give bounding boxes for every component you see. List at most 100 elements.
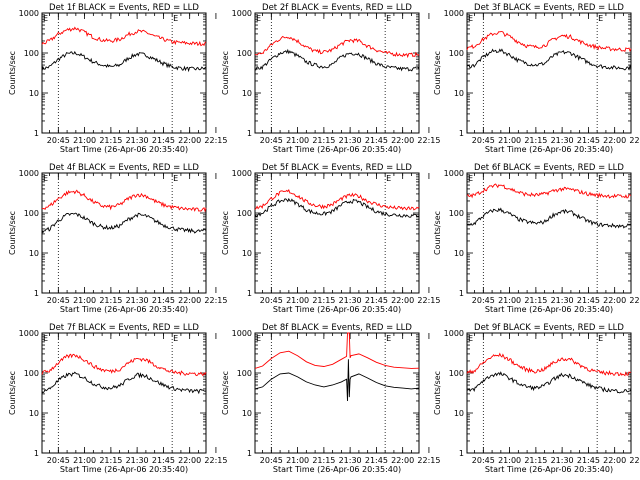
x-tick-label: 21:45 xyxy=(365,136,388,145)
plot-frame xyxy=(254,332,420,454)
y-tick-label: 1000 xyxy=(19,169,39,178)
panel-det-5: Det 5f BLACK = Events, RED = LLD 1 10 100 10… xyxy=(221,163,440,314)
panel-det-2: Det 2f BLACK = Events, RED = LLD 1 10 100 10… xyxy=(221,3,440,154)
x-tick-label: 20:45 xyxy=(47,136,70,145)
lld-series-line xyxy=(466,183,632,199)
y-tick-label: 1000 xyxy=(19,329,39,338)
eclipse-marker: E xyxy=(173,14,178,23)
x-tick-label: 21:15 xyxy=(524,296,547,305)
events-series-line xyxy=(41,50,207,73)
y-tick-label: 10 xyxy=(242,249,252,258)
y-tick-label: 10 xyxy=(29,89,39,98)
x-tick-label: 21:00 xyxy=(286,456,309,465)
eclipse-marker: E xyxy=(43,334,48,343)
lld-series-line xyxy=(41,353,207,377)
y-tick-label: 1 xyxy=(247,129,252,138)
y-axis-label: Counts/sec xyxy=(221,211,230,255)
x-tick-label: 22:00 xyxy=(178,456,201,465)
events-series-line xyxy=(41,371,207,395)
eclipse-marker: E xyxy=(386,174,391,183)
eclipse-marker: E xyxy=(598,14,603,23)
x-tick-label: 21:30 xyxy=(339,136,362,145)
y-tick-label: 1 xyxy=(34,289,39,298)
x-tick-label: 22:00 xyxy=(178,296,201,305)
eclipse-marker: E xyxy=(43,14,48,23)
x-tick-label: 20:45 xyxy=(47,456,70,465)
panel-title: Det 3f BLACK = Events, RED = LLD xyxy=(474,3,624,13)
panel-title: Det 7f BLACK = Events, RED = LLD xyxy=(49,323,199,333)
y-tick-label: 1000 xyxy=(444,169,464,178)
y-tick-label: 100 xyxy=(24,369,39,378)
y-tick-label: 1000 xyxy=(232,169,252,178)
x-tick-label: 21:00 xyxy=(73,296,96,305)
x-tick-label: 21:30 xyxy=(551,296,574,305)
x-tick-label: 21:45 xyxy=(577,456,600,465)
y-tick-label: 10 xyxy=(29,409,39,418)
panel-title: Det 1f BLACK = Events, RED = LLD xyxy=(49,3,199,13)
y-tick-label: 1000 xyxy=(444,9,464,18)
x-tick-label: 21:30 xyxy=(126,456,149,465)
eclipse-marker: E xyxy=(598,334,603,343)
y-axis-label: Counts/sec xyxy=(433,371,442,415)
y-tick-label: 100 xyxy=(449,49,464,58)
x-tick-label: 21:30 xyxy=(126,136,149,145)
y-tick-label: 1 xyxy=(459,449,464,458)
eclipse-marker: E xyxy=(468,334,473,343)
x-tick-label: 21:00 xyxy=(498,456,521,465)
eclipse-marker: E xyxy=(386,334,391,343)
panel-title: Det 2f BLACK = Events, RED = LLD xyxy=(262,3,412,13)
events-series-line xyxy=(254,197,419,218)
x-axis-label: Start Time (26-Apr-06 20:35:40) xyxy=(273,465,401,474)
y-tick-label: 10 xyxy=(454,409,464,418)
x-tick-label: 21:00 xyxy=(73,456,96,465)
events-series-line xyxy=(466,48,632,71)
y-tick-label: 10 xyxy=(454,249,464,258)
plot-frame xyxy=(254,12,420,134)
x-tick-label: 22:00 xyxy=(391,296,414,305)
panel-det-7: Det 7f BLACK = Events, RED = LLD 1 10 100 10… xyxy=(8,323,227,474)
x-axis-label: Start Time (26-Apr-06 20:35:40) xyxy=(60,465,188,474)
x-tick-label: 22:15 xyxy=(629,296,640,305)
events-series-line xyxy=(254,359,420,402)
x-tick-label: 22:15 xyxy=(204,296,227,305)
y-tick-label: 1000 xyxy=(232,9,252,18)
x-tick-label: 22:00 xyxy=(178,136,201,145)
y-tick-label: 1 xyxy=(247,449,252,458)
x-tick-label: 21:45 xyxy=(152,456,175,465)
y-tick-label: 100 xyxy=(24,209,39,218)
panel-title: Det 9f BLACK = Events, RED = LLD xyxy=(474,323,624,333)
eclipse-marker: E xyxy=(468,174,473,183)
y-tick-label: 1000 xyxy=(232,329,252,338)
x-tick-label: 21:15 xyxy=(524,456,547,465)
x-tick-label: 22:00 xyxy=(603,456,626,465)
lld-series-line xyxy=(41,189,207,213)
events-series-line xyxy=(254,48,420,72)
y-tick-label: 100 xyxy=(449,209,464,218)
x-tick-label: 21:15 xyxy=(312,456,335,465)
eclipse-marker: E xyxy=(386,14,391,23)
x-tick-label: 21:45 xyxy=(152,296,175,305)
x-tick-label: 22:00 xyxy=(391,136,414,145)
y-axis-label: Counts/sec xyxy=(8,211,17,255)
x-tick-label: 22:15 xyxy=(417,136,440,145)
x-tick-label: 20:45 xyxy=(260,456,283,465)
events-series-line xyxy=(466,371,632,394)
panel-title: Det 6f BLACK = Events, RED = LLD xyxy=(474,163,624,173)
lld-series-line xyxy=(466,352,632,377)
eclipse-marker: E xyxy=(173,174,178,183)
x-axis-label: Start Time (26-Apr-06 20:35:40) xyxy=(485,145,613,154)
eclipse-marker: E xyxy=(256,174,261,183)
panel-det-3: Det 3f BLACK = Events, RED = LLD 1 10 100 10… xyxy=(433,3,640,154)
plot-frame xyxy=(466,172,632,294)
y-axis-label: Counts/sec xyxy=(8,51,17,95)
x-tick-label: 20:45 xyxy=(47,296,70,305)
plot-frame xyxy=(41,172,207,294)
lld-series-line xyxy=(254,188,420,211)
y-axis-label: Counts/sec xyxy=(433,51,442,95)
eclipse-marker: E xyxy=(598,174,603,183)
lld-series-line xyxy=(41,26,207,47)
y-tick-label: 10 xyxy=(242,89,252,98)
y-tick-label: 100 xyxy=(237,209,252,218)
x-tick-label: 21:45 xyxy=(365,296,388,305)
